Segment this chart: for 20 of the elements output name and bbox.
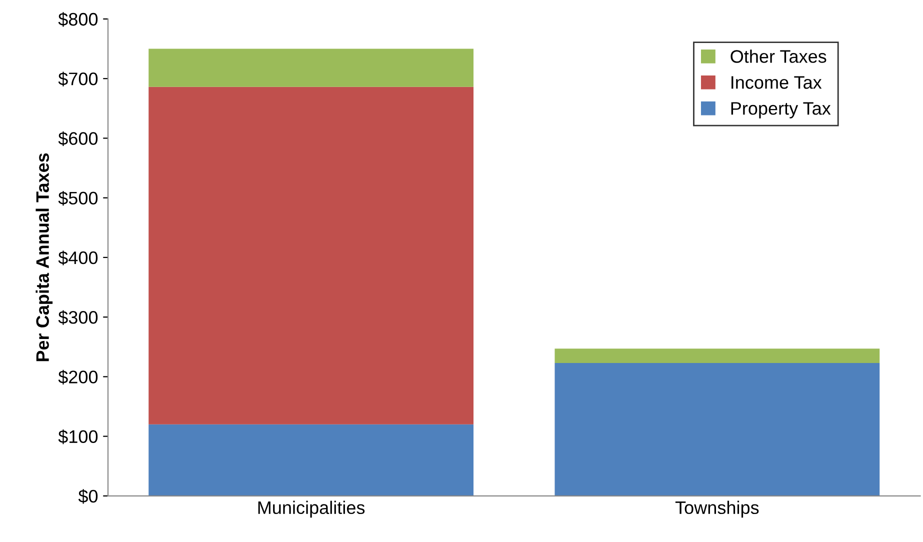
y-tick-label: $800 bbox=[58, 12, 98, 27]
y-tick-label: $100 bbox=[58, 429, 98, 444]
y-tick-label: $0 bbox=[78, 489, 98, 504]
y-tick-label: $200 bbox=[58, 370, 98, 384]
y-tick-label: $500 bbox=[58, 191, 98, 206]
legend-label: Other Taxes bbox=[730, 50, 826, 63]
bar bbox=[554, 362, 880, 496]
y-tick-label: $300 bbox=[58, 310, 98, 325]
bar bbox=[148, 86, 474, 424]
bar bbox=[148, 424, 474, 496]
y-tick-label: $600 bbox=[58, 131, 98, 146]
legend-label: Property Tax bbox=[731, 102, 831, 118]
x-tick-label: Municipalities bbox=[258, 500, 365, 518]
x-tick-label: Townships bbox=[675, 500, 759, 518]
bar bbox=[148, 48, 474, 87]
y-tick-label: $700 bbox=[58, 72, 98, 86]
y-tick-label: $400 bbox=[58, 250, 98, 266]
y-axis-title: Per Capita Annual Taxes bbox=[36, 153, 53, 362]
bar bbox=[554, 348, 880, 363]
legend-label: Income Tax bbox=[732, 76, 822, 89]
